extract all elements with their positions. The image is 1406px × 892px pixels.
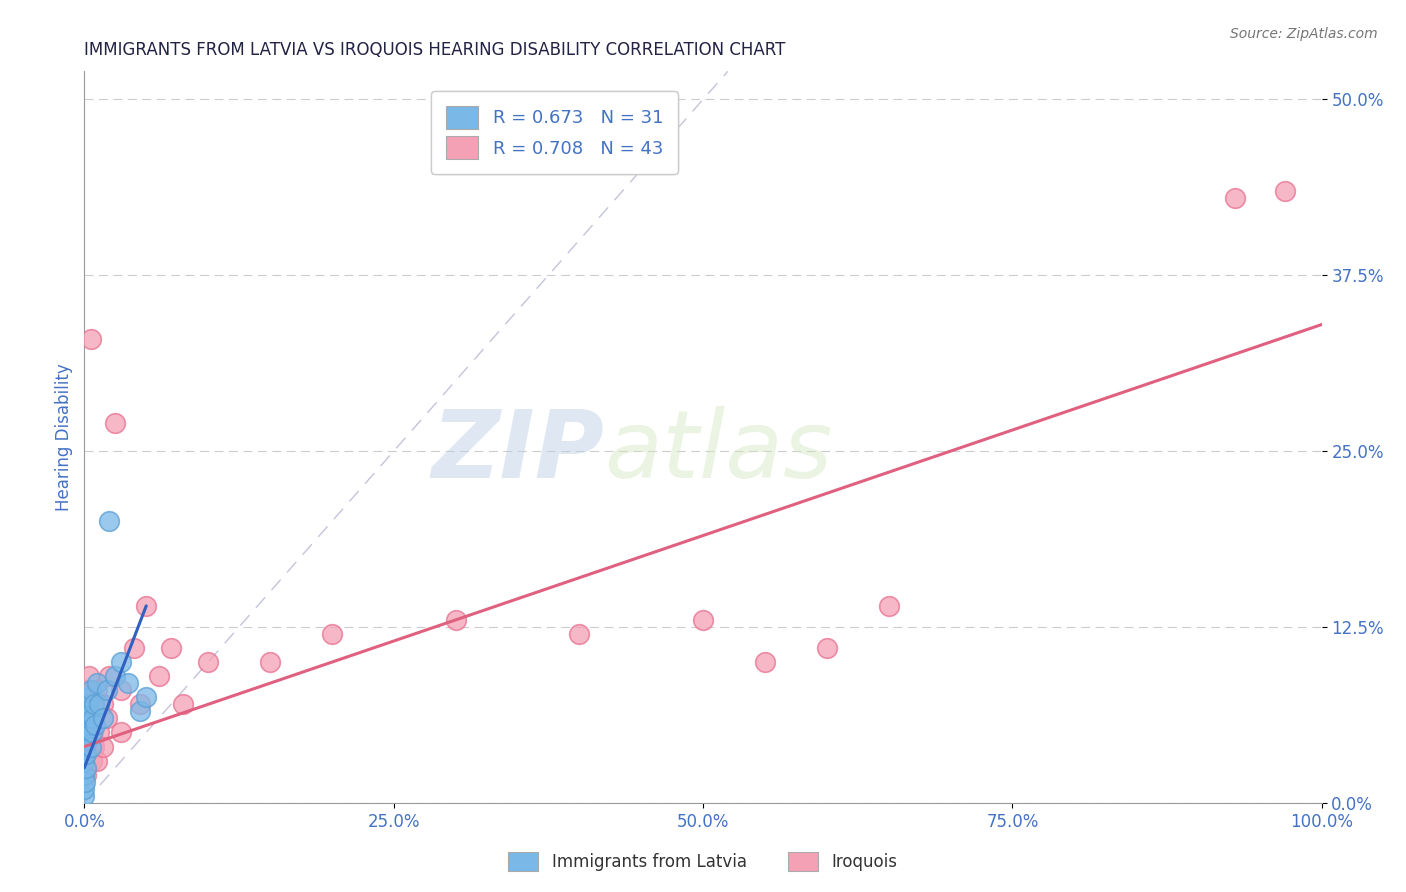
Point [86,676,108,690]
Point [110,725,132,739]
Point [1274,184,1296,198]
Point [135,690,157,705]
Point [444,613,467,627]
Point [82,725,104,739]
Point [76,698,98,712]
Point [754,655,776,669]
Point [259,655,281,669]
Point [568,627,591,641]
Point [75,761,97,775]
Point [172,698,194,712]
Point [73,781,96,796]
Point [77,718,100,732]
Point [73,725,96,739]
Point [89,698,111,712]
Point [73,754,96,768]
Point [110,655,132,669]
Point [692,613,714,627]
Point [117,676,139,690]
Point [98,515,121,529]
Point [104,669,127,683]
Point [110,683,132,698]
Point [89,725,111,739]
Point [91,711,114,725]
Point [197,655,219,669]
Point [129,698,152,712]
Point [75,747,97,761]
Point [321,627,343,641]
Point [76,732,98,747]
Point [82,711,104,725]
Point [122,641,145,656]
Point [76,683,98,698]
Point [86,683,108,698]
Point [83,698,105,712]
Point [76,739,98,754]
Text: ZIP: ZIP [432,406,605,498]
Y-axis label: Hearing Disability: Hearing Disability [55,363,73,511]
Point [80,725,103,739]
Point [73,789,96,803]
Point [75,711,97,725]
Legend: R = 0.673   N = 31, R = 0.708   N = 43: R = 0.673 N = 31, R = 0.708 N = 43 [432,91,678,174]
Point [73,774,96,789]
Point [79,669,101,683]
Point [160,641,183,656]
Legend: Immigrants from Latvia, Iroquois: Immigrants from Latvia, Iroquois [501,843,905,880]
Point [79,683,101,698]
Point [98,669,121,683]
Point [96,683,118,698]
Point [815,641,838,656]
Point [79,698,101,712]
Point [73,754,96,768]
Point [91,698,114,712]
Point [1223,191,1246,205]
Point [73,767,96,781]
Point [86,754,108,768]
Point [129,705,152,719]
Point [73,739,96,754]
Point [83,739,105,754]
Point [79,739,101,754]
Text: atlas: atlas [605,406,832,497]
Point [77,725,100,739]
Point [91,739,114,754]
Point [104,416,127,430]
Point [96,711,118,725]
Point [84,718,107,732]
Point [148,669,170,683]
Text: IMMIGRANTS FROM LATVIA VS IROQUOIS HEARING DISABILITY CORRELATION CHART: IMMIGRANTS FROM LATVIA VS IROQUOIS HEARI… [84,41,786,59]
Point [73,698,96,712]
Point [135,599,157,613]
Point [75,767,97,781]
Point [83,698,105,712]
Text: Source: ZipAtlas.com: Source: ZipAtlas.com [1230,27,1378,41]
Point [79,690,101,705]
Point [80,754,103,768]
Point [77,705,100,719]
Point [877,599,900,613]
Point [73,725,96,739]
Point [75,711,97,725]
Point [80,711,103,725]
Point [79,332,101,346]
